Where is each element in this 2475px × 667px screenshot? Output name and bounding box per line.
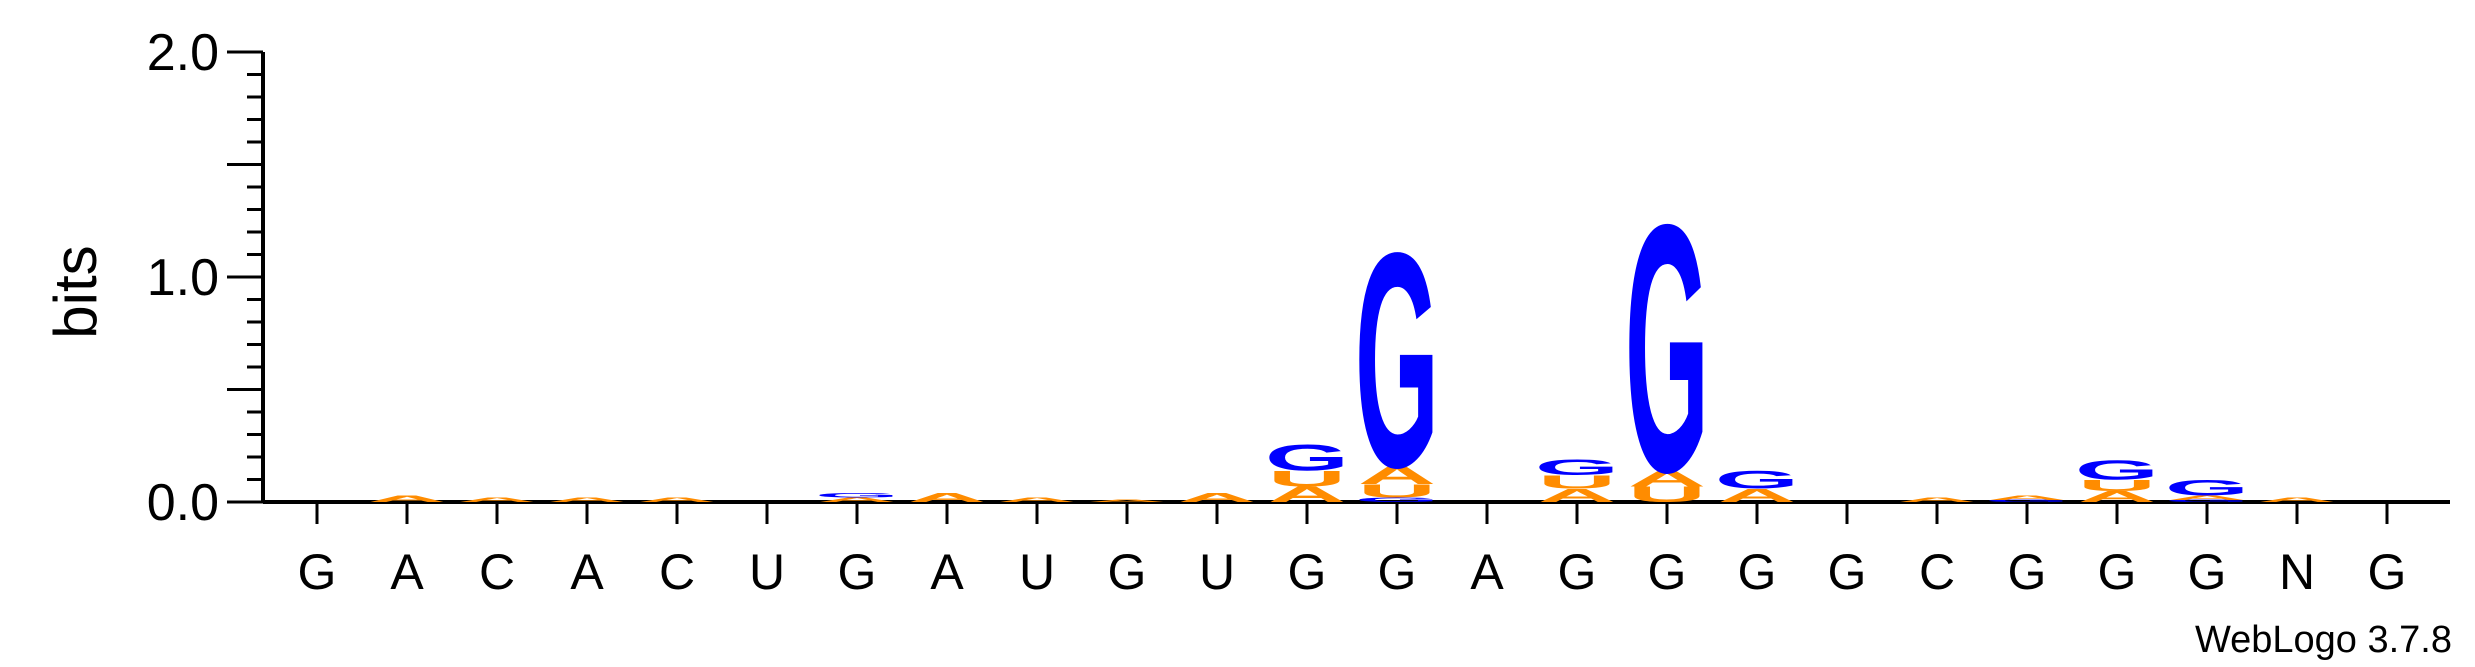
logo-letter-G: G [1355, 496, 1439, 503]
logo-letter-G: G [1355, 189, 1439, 532]
logo-letter-A: A [2168, 494, 2246, 501]
position-label: A [390, 544, 424, 600]
position-label: G [1648, 544, 1687, 600]
logo-letter-A: A [638, 496, 716, 503]
logo-letter-U: U [1358, 481, 1436, 502]
y-tick-label: 1.0 [147, 249, 219, 307]
position-label: C [659, 544, 695, 600]
logo-letter-G: G [1715, 466, 1799, 494]
position-label: G [2008, 544, 2047, 600]
position-label: G [1288, 544, 1327, 600]
y-tick-label: 2.0 [147, 24, 219, 82]
logo-letter-G: G [1625, 153, 1709, 546]
logo-letter-G: G [2165, 475, 2249, 500]
logo-letter-U: U [2078, 477, 2156, 494]
logo-letter-G: G [2075, 454, 2159, 486]
logo-letter-A: A [908, 491, 986, 505]
logo-letter-A: A [818, 496, 896, 503]
logo-letter-A: A [1358, 461, 1436, 489]
logo-letter-A: A [998, 496, 1076, 503]
logo-letter-A: A [2258, 496, 2336, 503]
weblogo-credit: WebLogo 3.7.8 [2195, 619, 2452, 661]
position-label: C [1919, 544, 1955, 600]
position-label: A [1470, 544, 1504, 600]
position-label: G [1828, 544, 1867, 600]
logo-letter-U: U [1268, 466, 1346, 491]
position-label: G [1738, 544, 1777, 600]
logo-letter-A: A [2078, 488, 2156, 505]
logo-letter-A: A [1988, 494, 2066, 501]
position-label: U [1199, 544, 1235, 600]
position-label: A [570, 544, 604, 600]
position-label: G [2188, 544, 2227, 600]
position-label: G [1558, 544, 1597, 600]
y-tick-label: 0.0 [147, 474, 219, 532]
position-label: U [749, 544, 785, 600]
position-label: C [479, 544, 515, 600]
logo-letter-A: A [1268, 482, 1346, 507]
position-label: G [2368, 544, 2407, 600]
y-axis-label: bits [42, 245, 109, 338]
logo-letter-A: A [368, 494, 446, 504]
logo-letter-A: A [1178, 491, 1256, 505]
logo-letter-A: A [458, 496, 536, 503]
logo-letter-A: A [548, 496, 626, 503]
logo-letter-U: U [1538, 472, 1616, 493]
position-label: N [2279, 544, 2315, 600]
position-label: G [1378, 544, 1417, 600]
position-label: A [930, 544, 964, 600]
logo-letter-G: G [2165, 499, 2249, 502]
position-label: U [1019, 544, 1055, 600]
logo-letter-G: G [1985, 499, 2069, 502]
position-label: G [298, 544, 337, 600]
logo-letter-A: A [1088, 499, 1166, 502]
logo-letter-A: A [1898, 496, 1976, 503]
logo-letter-G: G [1265, 437, 1349, 479]
logo-letter-A: A [1718, 485, 1796, 506]
position-label: G [2098, 544, 2137, 600]
position-label: G [838, 544, 877, 600]
logo-letter-A: A [1538, 485, 1616, 506]
logo-letter-G: G [815, 492, 899, 499]
y-axis: 2.0 1.0 0.0 [147, 24, 265, 532]
logo-letter-A: A [1628, 466, 1706, 491]
position-label: G [1108, 544, 1147, 600]
logo-letter-G: G [1535, 455, 1619, 480]
logo-letter-U: U [1628, 482, 1706, 507]
